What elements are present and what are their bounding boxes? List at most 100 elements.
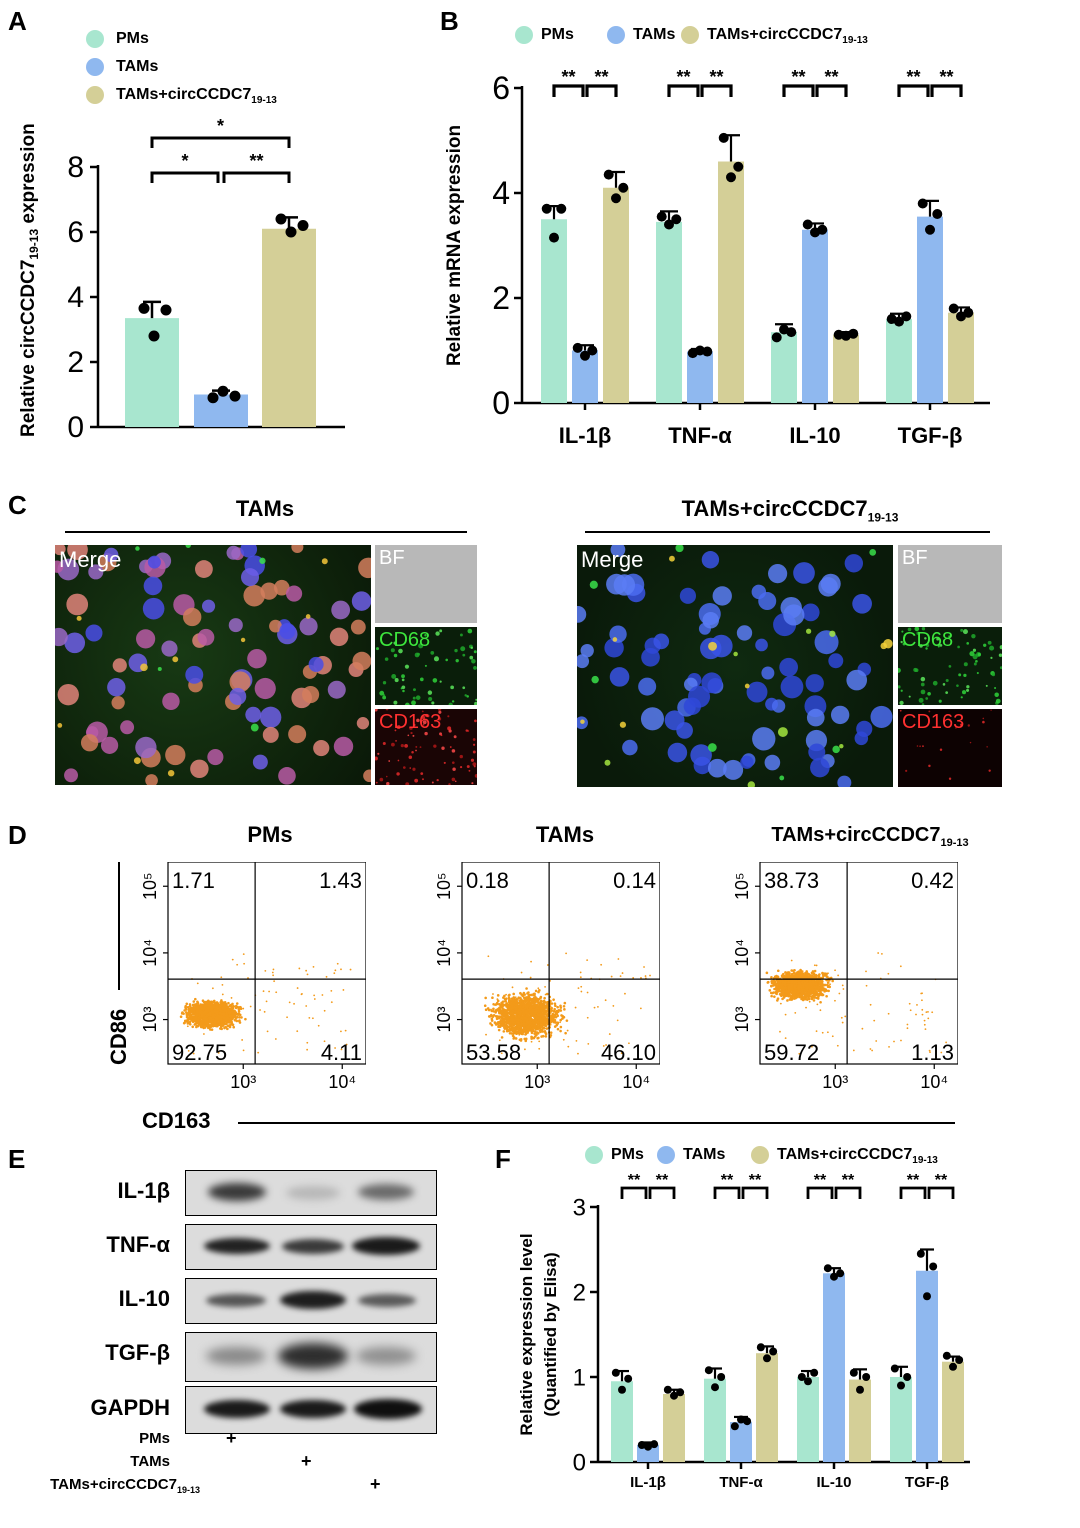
event-dot	[230, 1010, 233, 1013]
cell	[451, 777, 456, 782]
event-dot	[313, 994, 316, 997]
event-dot	[797, 970, 800, 974]
cell	[844, 554, 864, 573]
event-dot	[492, 993, 494, 995]
cell	[474, 773, 477, 778]
cd68-label: CD68	[902, 629, 954, 651]
cell	[433, 656, 440, 662]
event-dot	[507, 1019, 510, 1021]
event-dot	[491, 1015, 495, 1018]
event-dot	[553, 1025, 557, 1028]
cell	[64, 768, 78, 783]
event-dot	[513, 999, 517, 1002]
event-dot	[602, 1045, 605, 1047]
cell	[412, 688, 416, 692]
event-dot	[486, 1007, 490, 1010]
event-dot	[218, 1008, 222, 1012]
event-dot	[831, 979, 834, 983]
cell	[351, 591, 371, 611]
y-tick-label: 6	[492, 70, 510, 106]
event-dot	[577, 987, 580, 990]
event-dot	[516, 1021, 520, 1025]
cd68-dots-tams	[375, 628, 477, 705]
cell	[761, 666, 775, 680]
event-dot	[533, 1032, 536, 1035]
event-dot	[241, 1039, 244, 1041]
cell	[418, 643, 424, 649]
significance-label: **	[676, 67, 690, 87]
cell	[883, 639, 893, 649]
event-dot	[632, 976, 635, 979]
event-dot	[527, 991, 530, 994]
event-dot	[575, 1039, 578, 1042]
y-tick-label: 10⁵	[434, 872, 454, 899]
event-dot	[503, 1015, 507, 1018]
event-dot	[501, 1023, 505, 1027]
cell	[955, 727, 957, 729]
cell	[675, 545, 684, 553]
event-dot	[781, 997, 784, 1001]
event-dot	[222, 1005, 226, 1009]
flow-title-pms: PMs	[247, 822, 293, 847]
event-dot	[781, 975, 785, 978]
cell	[382, 741, 386, 745]
flow-title-tams: TAMs	[535, 822, 595, 847]
cell	[744, 683, 750, 689]
data-point	[297, 220, 309, 231]
cell	[918, 697, 924, 703]
event-dot	[229, 1007, 233, 1011]
quadrant-ul: 0.18	[466, 868, 509, 893]
event-dot	[202, 1017, 206, 1020]
event-dot	[512, 1036, 516, 1039]
event-dot	[770, 976, 773, 979]
y-tick-label: 4	[492, 175, 510, 211]
cell	[983, 643, 987, 647]
event-dot	[521, 1014, 524, 1016]
event-dot	[539, 1005, 543, 1008]
y-tick-label: 2	[67, 346, 84, 379]
event-dot	[788, 983, 792, 986]
cell	[459, 633, 463, 637]
cell	[472, 762, 477, 767]
event-dot	[544, 1035, 548, 1038]
micrograph-cd68-tams: CD68	[375, 627, 477, 705]
event-dot	[242, 1007, 245, 1010]
cell	[902, 642, 906, 646]
event-dot	[814, 976, 818, 980]
bf-label: BF	[902, 547, 928, 569]
cell	[450, 685, 454, 690]
event-dot	[620, 1052, 623, 1055]
event-dot	[237, 1007, 241, 1011]
event-dot	[815, 996, 818, 1000]
data-point	[207, 392, 219, 404]
event-dot	[244, 1017, 247, 1021]
event-dot	[263, 1010, 266, 1013]
event-dot	[487, 955, 490, 958]
data-point	[925, 224, 935, 235]
cell	[375, 756, 378, 761]
cell	[382, 681, 387, 685]
cell	[690, 744, 712, 766]
event-dot	[218, 1011, 222, 1015]
significance-label: *	[181, 151, 188, 171]
event-dot	[818, 973, 821, 976]
cell	[973, 662, 977, 666]
event-dot	[535, 1028, 538, 1031]
y-tick-label: 10³	[140, 1007, 160, 1033]
cell	[723, 759, 744, 780]
data-point	[664, 219, 674, 230]
cell	[142, 597, 165, 620]
event-dot	[313, 998, 316, 1000]
event-dot	[506, 1016, 509, 1020]
cell	[388, 760, 391, 762]
event-dot	[266, 1030, 269, 1033]
cell	[398, 648, 403, 654]
event-dot	[221, 993, 224, 996]
x-tick-label: 10⁴	[622, 1072, 650, 1092]
cell	[379, 690, 385, 696]
cell	[459, 765, 463, 769]
event-dot	[342, 989, 345, 991]
cell	[972, 648, 977, 652]
cell	[438, 710, 442, 714]
cell	[916, 631, 920, 635]
